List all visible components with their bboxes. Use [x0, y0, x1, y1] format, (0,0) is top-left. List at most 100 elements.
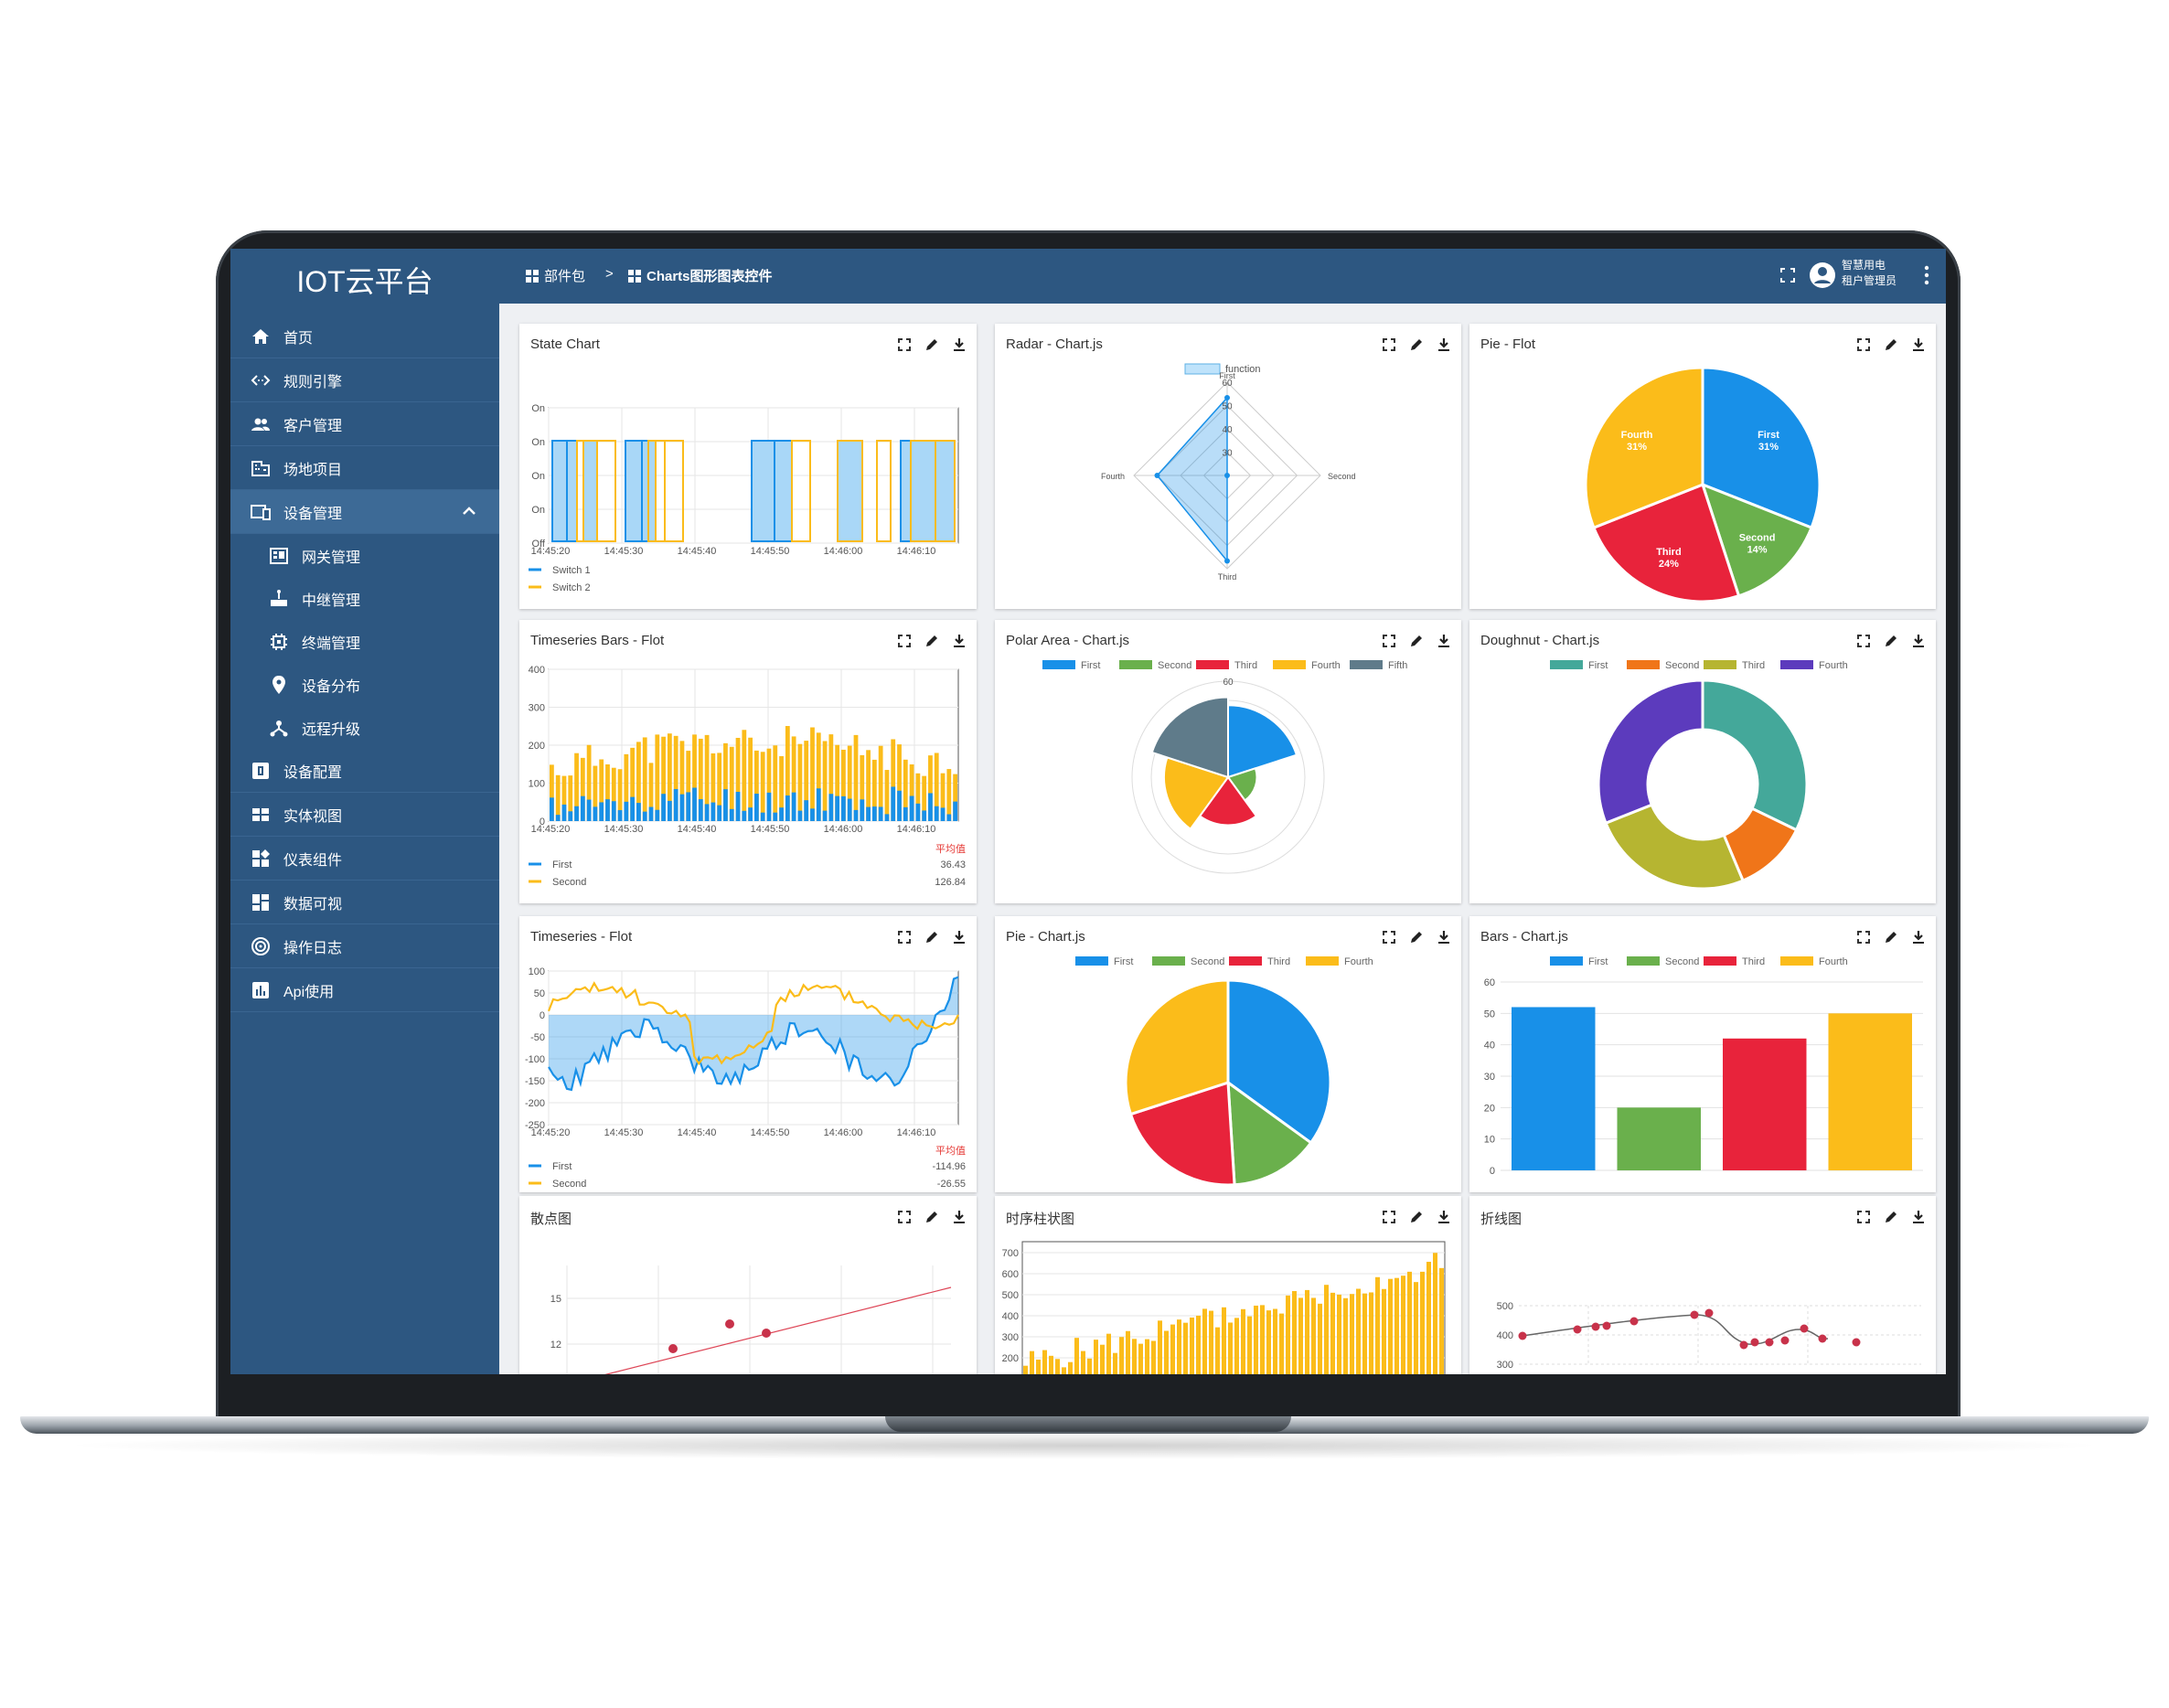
sidebar-item[interactable]: Api使用 — [230, 968, 499, 1012]
download-icon[interactable] — [1910, 633, 1927, 649]
download-icon[interactable] — [951, 929, 967, 945]
sidebar-item[interactable]: 实体视图 — [230, 793, 499, 837]
edit-icon[interactable] — [924, 1209, 940, 1225]
edit-icon[interactable] — [924, 633, 940, 649]
y-tick-label: 400 — [1002, 1311, 1019, 1322]
bar-second — [847, 745, 852, 821]
user-info[interactable]: 智慧用电 租户管理员 — [1842, 258, 1897, 289]
building-icon — [249, 456, 272, 480]
edit-icon[interactable] — [1408, 336, 1425, 353]
sidebar-item[interactable]: 场地项目 — [230, 446, 499, 490]
sidebar-item[interactable]: 操作日志 — [230, 924, 499, 968]
edit-icon[interactable] — [924, 336, 940, 353]
edit-icon[interactable] — [1408, 929, 1425, 945]
fullscreen-icon[interactable] — [1855, 1209, 1872, 1225]
bar-second — [748, 737, 753, 821]
fullscreen-icon[interactable] — [1381, 633, 1397, 649]
sidebar-item[interactable]: 终端管理 — [230, 620, 499, 663]
edit-icon[interactable] — [1408, 1209, 1425, 1225]
y-tick-label: 10 — [1484, 1135, 1495, 1146]
fullscreen-icon[interactable] — [1855, 929, 1872, 945]
legend-label: Third — [1742, 660, 1765, 671]
state-segment — [647, 440, 657, 542]
legend-swatch — [1229, 956, 1262, 966]
edit-icon[interactable] — [1883, 633, 1899, 649]
more-vert-icon[interactable] — [1924, 265, 1929, 290]
bar-second — [1222, 1307, 1226, 1374]
bar-second — [804, 741, 809, 821]
download-icon[interactable] — [1910, 336, 1927, 353]
y-tick-label: 0 — [540, 1010, 545, 1021]
chip-icon — [267, 630, 291, 654]
fullscreen-icon[interactable] — [1381, 336, 1397, 353]
edit-icon[interactable] — [1408, 633, 1425, 649]
card-toolbar — [1855, 929, 1927, 945]
bar-first — [711, 802, 716, 821]
fullscreen-icon[interactable] — [1381, 1209, 1397, 1225]
bar-second — [599, 759, 604, 821]
fullscreen-icon[interactable] — [1779, 267, 1796, 288]
card-toolbar — [896, 1209, 967, 1225]
bar-second — [766, 748, 772, 821]
edit-icon[interactable] — [1883, 1209, 1899, 1225]
bar-second — [655, 734, 660, 821]
sidebar-item[interactable]: 数据可视 — [230, 881, 499, 924]
card-polar-area: Polar Area - Chart.js First Second Third Fo… — [995, 620, 1461, 903]
pie-label: First — [1758, 430, 1779, 441]
bar-first — [723, 789, 728, 821]
line-point — [1818, 1334, 1827, 1343]
sidebar-item[interactable]: 首页 — [230, 315, 499, 358]
download-icon[interactable] — [1910, 929, 1927, 945]
bar-first — [624, 801, 629, 821]
sidebar-item[interactable]: 网关管理 — [230, 534, 499, 577]
fullscreen-icon[interactable] — [1855, 633, 1872, 649]
chevron-up-icon[interactable] — [459, 501, 479, 526]
sidebar-item[interactable]: 设备分布 — [230, 663, 499, 706]
fullscreen-icon[interactable] — [896, 929, 913, 945]
card-pie-flot: Pie - Flot First 31% Second 14% Third 24% Four… — [1469, 324, 1936, 609]
bar-first — [686, 792, 691, 821]
sidebar-item[interactable]: 规则引擎 — [230, 358, 499, 402]
fullscreen-icon[interactable] — [1855, 336, 1872, 353]
sidebar-item[interactable]: 远程升级 — [230, 706, 499, 749]
download-icon[interactable] — [1910, 1209, 1927, 1225]
sidebar-item[interactable]: 客户管理 — [230, 402, 499, 446]
edit-icon[interactable] — [1883, 336, 1899, 353]
fullscreen-icon[interactable] — [1381, 929, 1397, 945]
card-timeseries-bars: Timeseries Bars - Flot 400 300 200 100 0 14:4… — [519, 620, 977, 903]
bar-second — [835, 744, 840, 821]
pie-pct: 31% — [1627, 442, 1647, 453]
sidebar-item[interactable]: 设备管理 — [230, 490, 499, 534]
download-icon[interactable] — [1436, 336, 1452, 353]
download-icon[interactable] — [951, 1209, 967, 1225]
card-line-cn: 折线图 500 400 300 — [1469, 1196, 1936, 1374]
app-logo[interactable]: IOT云平台 — [296, 265, 433, 298]
download-icon[interactable] — [1436, 633, 1452, 649]
bar-second — [1087, 1358, 1092, 1374]
fullscreen-icon[interactable] — [896, 336, 913, 353]
y-tick-label: -100 — [525, 1054, 545, 1065]
download-icon[interactable] — [1436, 1209, 1452, 1225]
download-icon[interactable] — [951, 633, 967, 649]
fullscreen-icon[interactable] — [896, 1209, 913, 1225]
sidebar-item[interactable]: 设备配置 — [230, 749, 499, 793]
bar-second — [1382, 1288, 1386, 1374]
bar-second — [1215, 1327, 1220, 1374]
download-icon[interactable] — [951, 336, 967, 353]
fullscreen-icon[interactable] — [896, 633, 913, 649]
download-icon[interactable] — [1436, 929, 1452, 945]
sidebar-item[interactable]: 仪表组件 — [230, 837, 499, 881]
y-tick-label: 15 — [550, 1294, 561, 1305]
bar-first — [804, 800, 809, 821]
bar-second — [1151, 1340, 1156, 1374]
breadcrumb-item-charts[interactable]: Charts图形图表控件 — [627, 266, 773, 285]
sidebar-item[interactable]: 中继管理 — [230, 577, 499, 620]
bar-second — [568, 775, 573, 821]
edit-icon[interactable] — [1883, 929, 1899, 945]
chart-canvas: 700 600 500 400 300 200 — [1002, 1241, 1446, 1374]
account-icon[interactable] — [1809, 262, 1836, 294]
legend-label: First — [1081, 660, 1100, 671]
dashboard-icon — [249, 891, 272, 914]
edit-icon[interactable] — [924, 929, 940, 945]
breadcrumb-item-widgets[interactable]: 部件包 — [525, 266, 585, 285]
